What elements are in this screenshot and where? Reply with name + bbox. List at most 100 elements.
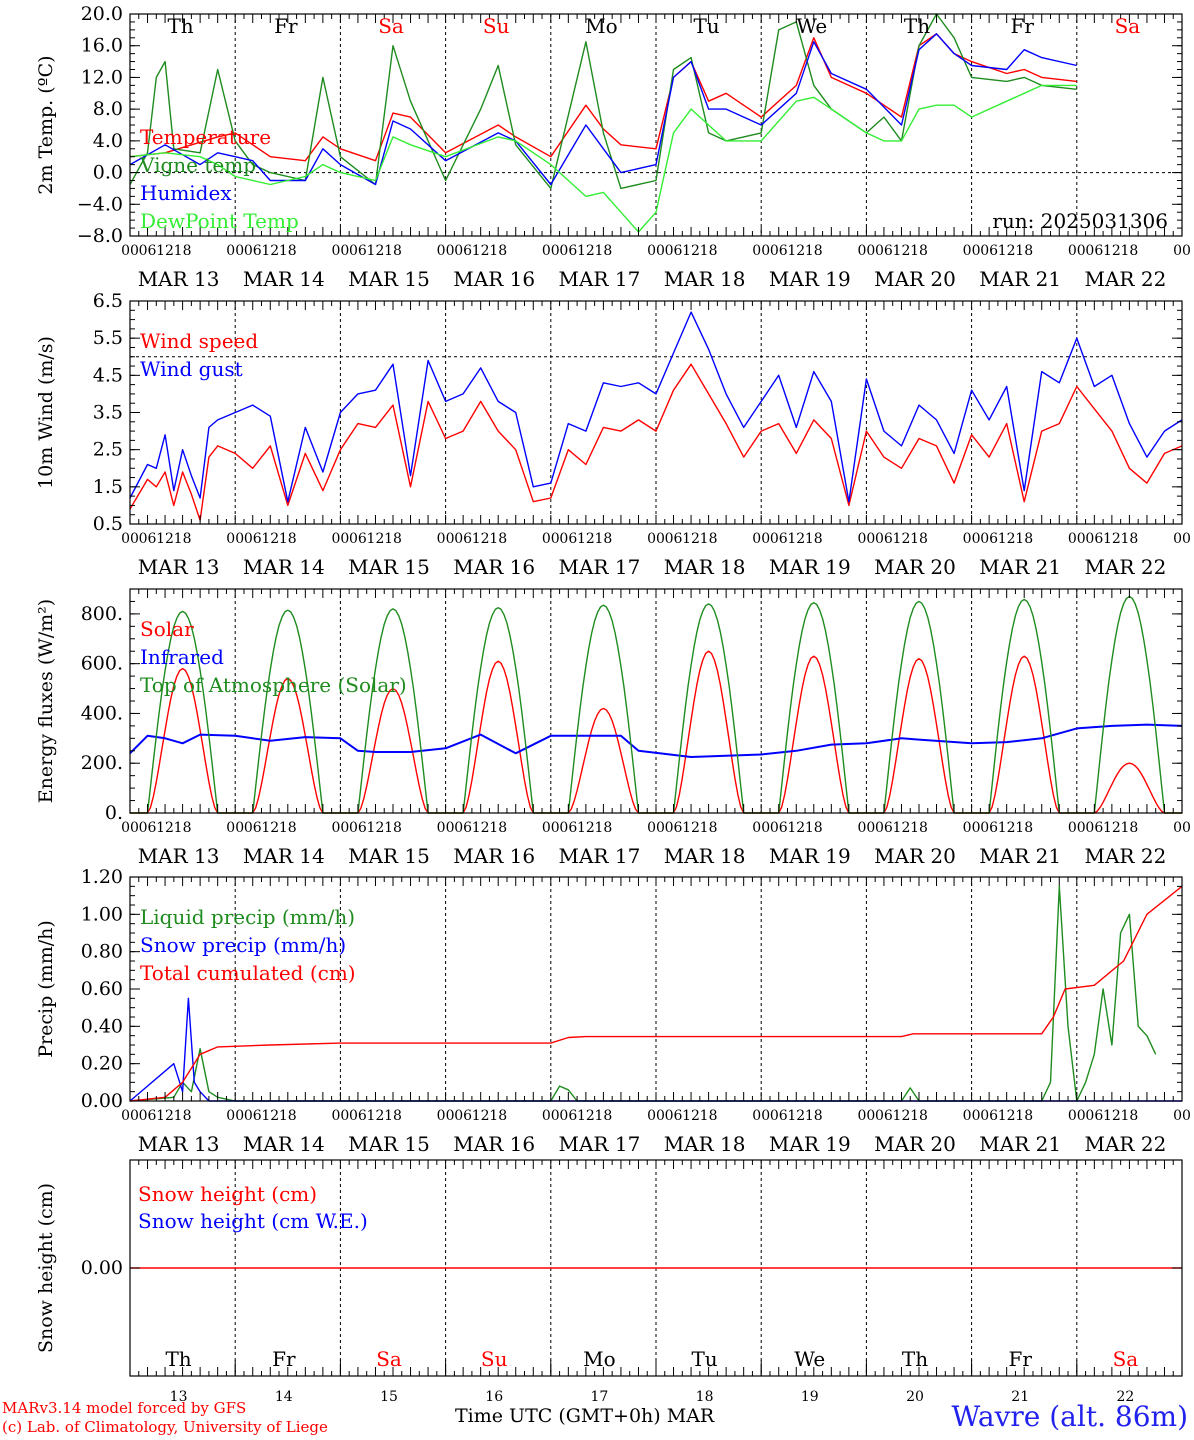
hour-label: 12 (367, 243, 385, 259)
y-axis-label: Energy fluxes (W/m²) (35, 599, 57, 803)
series-infrared (129, 723, 1183, 758)
hour-label: 18 (1120, 820, 1138, 836)
hour-label: 00 (542, 243, 560, 259)
hour-label: 00 (1173, 820, 1191, 836)
date-label: MAR 17 (559, 844, 641, 868)
hour-label: 00 (121, 820, 139, 836)
hour-label: 00 (331, 243, 349, 259)
day-abbr-top: Su (483, 14, 510, 38)
hour-label: 12 (893, 243, 911, 259)
hour-label: 06 (980, 243, 998, 259)
date-label: MAR 16 (453, 555, 535, 579)
y-axis-label: 10m Wind (m/s) (35, 336, 57, 489)
y-tick-label: 0.5 (93, 513, 123, 535)
date-label: MAR 15 (348, 555, 430, 579)
y-tick-label: 200. (81, 752, 123, 774)
hour-label: 12 (682, 820, 700, 836)
date-label: MAR 16 (453, 1132, 535, 1156)
hour-label: 12 (1103, 1108, 1121, 1124)
legend-entry: Liquid precip (mm/h) (140, 905, 355, 929)
day-number: 22 (1116, 1389, 1134, 1405)
day-abbr-bottom: Fr (272, 1347, 296, 1371)
hour-label: 18 (805, 243, 823, 259)
legend-entry: Top of Atmosphere (Solar) (140, 673, 407, 697)
hour-label: 12 (787, 243, 805, 259)
date-label: MAR 20 (874, 844, 956, 868)
day-abbr-top: Sa (378, 14, 404, 38)
y-tick-label: 1.5 (93, 476, 123, 498)
hour-label: 12 (261, 243, 279, 259)
axes-layer (129, 13, 1183, 1377)
date-label: MAR 14 (243, 555, 325, 579)
hour-label: 06 (1085, 531, 1103, 547)
day-abbr-bottom: Su (481, 1347, 508, 1371)
hour-label: 06 (875, 1108, 893, 1124)
hour-label: 06 (770, 1108, 788, 1124)
hour-label: 12 (367, 531, 385, 547)
day-abbr-bottom: Fr (1008, 1347, 1032, 1371)
y-tick-label: 20.0 (81, 3, 123, 25)
hour-label: 06 (559, 243, 577, 259)
date-label: MAR 22 (1085, 1132, 1167, 1156)
date-label: MAR 15 (348, 267, 430, 291)
hour-label: 12 (682, 1108, 700, 1124)
date-label: MAR 13 (138, 555, 220, 579)
hour-label: 00 (226, 531, 244, 547)
y-tick-label: 3.5 (93, 402, 123, 424)
hour-label: 12 (893, 1108, 911, 1124)
hour-label: 00 (542, 820, 560, 836)
series-wind-speed (129, 363, 1183, 521)
hour-label: 12 (472, 243, 490, 259)
hour-label: 12 (261, 531, 279, 547)
hour-label: 06 (770, 820, 788, 836)
hour-label: 12 (156, 820, 174, 836)
hour-label: 00 (1173, 531, 1191, 547)
hour-label: 00 (857, 531, 875, 547)
hour-label: 18 (594, 243, 612, 259)
hour-label: 18 (489, 820, 507, 836)
day-abbr-top: Fr (274, 14, 298, 38)
date-label: MAR 18 (664, 555, 746, 579)
hour-label: 18 (1120, 531, 1138, 547)
y-tick-label: 0.00 (81, 1257, 123, 1279)
hour-label: 18 (1120, 1108, 1138, 1124)
hour-label: 06 (980, 820, 998, 836)
hour-label: 12 (261, 1108, 279, 1124)
hour-label: 00 (331, 820, 349, 836)
hour-label: 00 (1068, 243, 1086, 259)
hour-label: 00 (121, 243, 139, 259)
series-vigne-temp (129, 13, 1077, 190)
hour-label: 00 (542, 531, 560, 547)
y-tick-label: 0.0 (93, 162, 123, 184)
series-temperature (129, 33, 1077, 162)
y-tick-label: 6.5 (93, 290, 123, 312)
hour-label: 00 (963, 1108, 981, 1124)
hour-label: 00 (331, 531, 349, 547)
hour-label: 12 (682, 243, 700, 259)
hour-label: 12 (998, 243, 1016, 259)
hour-label: 18 (594, 820, 612, 836)
hour-label: 06 (454, 820, 472, 836)
date-label: MAR 13 (138, 267, 220, 291)
hour-label: 00 (226, 820, 244, 836)
hour-label: 12 (577, 531, 595, 547)
hour-label: 06 (454, 243, 472, 259)
day-abbr-bottom: Tu (691, 1347, 717, 1371)
hour-label: 00 (857, 243, 875, 259)
hour-label: 18 (594, 531, 612, 547)
date-label: MAR 21 (979, 844, 1061, 868)
day-abbr-top: We (796, 14, 827, 38)
series-dewpoint-temp (129, 84, 1077, 233)
y-tick-label: 0.20 (81, 1053, 123, 1075)
legend-entry: Infrared (140, 645, 224, 669)
date-label: MAR 17 (559, 267, 641, 291)
hour-label: 00 (1068, 531, 1086, 547)
hour-label: 06 (244, 531, 262, 547)
y-tick-label: 5.5 (93, 327, 123, 349)
day-abbr-bottom: Mo (583, 1347, 616, 1371)
day-abbr-top: Mo (585, 14, 618, 38)
date-label: MAR 19 (769, 844, 851, 868)
y-tick-label: 2.5 (93, 439, 123, 461)
panel-frame (129, 588, 1183, 814)
series-total-cumulated-cm- (129, 885, 1183, 1102)
